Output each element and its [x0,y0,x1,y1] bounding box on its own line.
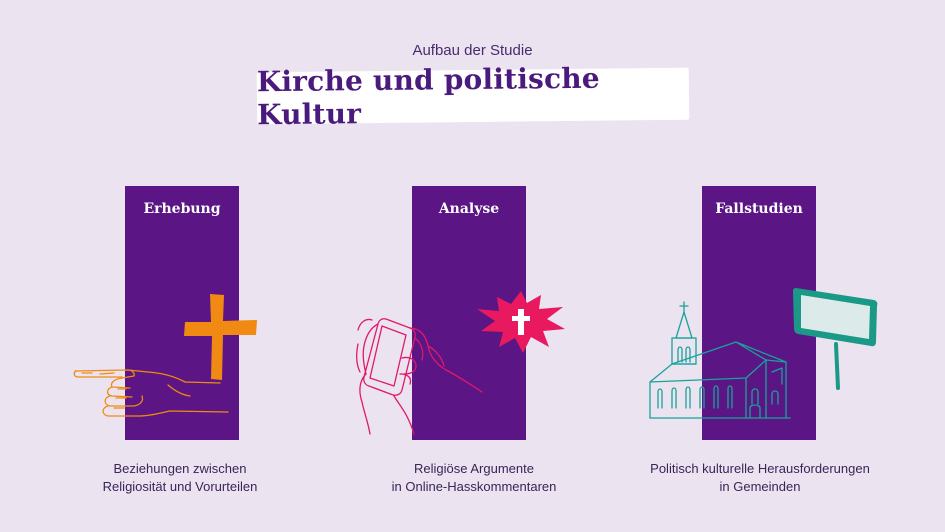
page-title: Kirche und politische Kultur [256,61,601,132]
cross-icon [184,294,257,380]
caption-analyse-line1: Religiöse Argumente [414,461,534,476]
caption-fallstudien: Politisch kulturelle Herausforderungen i… [610,460,910,496]
caption-erhebung: Beziehungen zwischen Religiosität und Vo… [40,460,320,496]
caption-erhebung-line1: Beziehungen zwischen [113,461,247,476]
caption-erhebung-line2: Religiosität und Vorurteilen [102,479,258,494]
smartphone-hands-icon [356,318,483,435]
caption-fallstudien-line1: Politisch kulturelle Herausforderungen [650,461,870,476]
caption-analyse: Religiöse Argumente in Online-Hasskommen… [334,460,614,496]
pillar-label-erhebung: Erhebung [143,201,221,217]
page-subtitle: Aufbau der Studie [412,42,533,59]
pillar-label-fallstudien: Fallstudien [715,201,803,217]
town-sign-icon [793,288,878,390]
starburst-cross-icon [477,291,565,353]
title-box: Kirche und politische Kultur [257,62,690,131]
pillar-label-analyse: Analyse [438,201,500,217]
caption-analyse-line2: in Online-Hasskommentaren [391,479,557,494]
church-icon [649,301,791,419]
pointing-hand-icon [73,369,229,417]
caption-fallstudien-line2: in Gemeinden [719,479,801,494]
